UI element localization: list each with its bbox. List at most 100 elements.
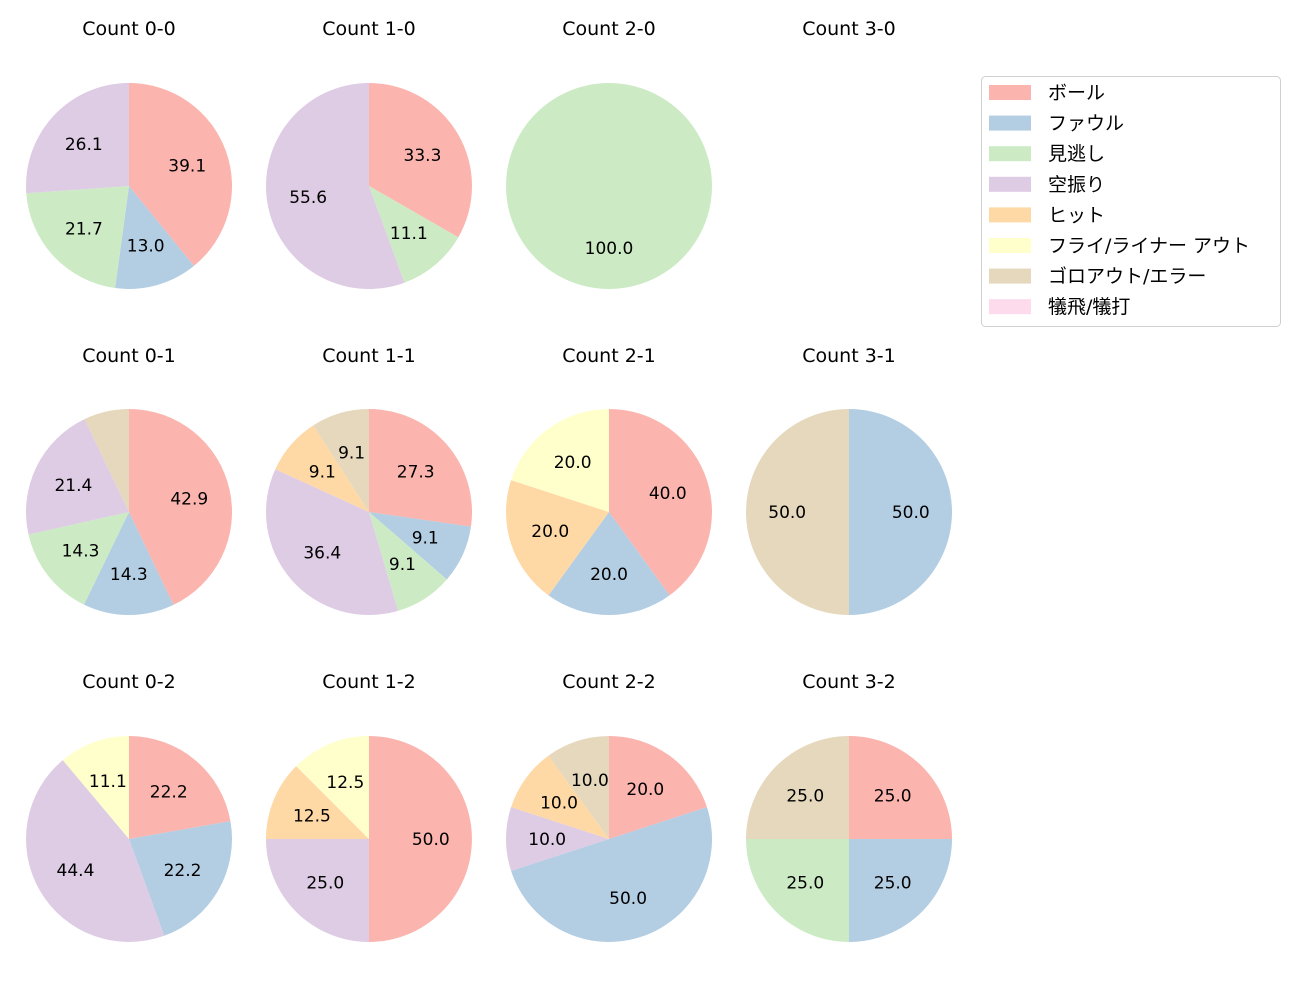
legend-swatch [989,238,1031,253]
slice-1 [83,512,174,615]
slice-1 [548,512,670,615]
slice-6 [548,736,609,839]
slice-3 [26,83,129,194]
slice-4 [266,766,369,839]
slice-label: 25.0 [874,874,912,894]
slice-4 [511,755,609,839]
slice-label: 55.6 [289,188,327,208]
pie-title: Count 1-1 [322,345,416,367]
legend-swatch [989,146,1031,162]
pie-title: Count 3-1 [802,345,896,367]
slice-6 [746,736,849,839]
slice-label: 100.0 [585,239,634,259]
slice-3 [265,469,399,615]
pie-count-0-0: Count 0-0 39.1 13.0 21.7 26.1 [26,18,233,289]
legend-swatch [989,115,1031,131]
legend-swatch [989,268,1031,284]
slice-0 [369,736,472,942]
slice-3 [26,760,165,942]
pie-title: Count 0-2 [82,671,176,693]
slice-label: 14.3 [62,541,100,561]
slice-label: 25.0 [306,874,344,894]
slice-label: 26.1 [65,135,103,155]
slice-1 [129,821,232,936]
slice-label: 10.0 [571,771,609,791]
slice-2 [28,512,129,605]
slice-label: 25.0 [786,874,824,894]
slice-label: 25.0 [874,786,912,806]
slice-1 [369,512,471,580]
slice-label: 50.0 [768,503,806,523]
slice-3 [266,839,369,942]
slice-label: 44.4 [57,861,95,881]
pie-count-0-2: Count 0-2 22.2 22.2 44.4 11.1 [26,671,232,942]
pie-title: Count 2-0 [562,18,656,40]
slice-1 [115,186,194,289]
slice-6 [313,409,369,512]
slice-0 [609,736,707,839]
slice-label: 12.5 [326,773,364,793]
slice-label: 12.5 [293,806,331,826]
slice-label: 20.0 [554,453,592,473]
legend-frame [981,76,1281,327]
slice-label: 50.0 [892,503,930,523]
slice-2 [369,512,447,611]
slice-1 [511,807,712,942]
slice-label: 20.0 [626,780,664,800]
slice-0 [129,409,232,605]
slice-label: 11.1 [89,772,127,792]
slice-5 [296,736,369,839]
pie-count-2-2: Count 2-2 20.0 50.0 10.0 10.0 10.0 [506,671,712,942]
pie-title: Count 3-0 [802,18,896,40]
legend-label: フライ/ライナー アウト [1048,235,1250,257]
slice-2 [26,186,129,289]
legend-label: ボール [1048,82,1105,104]
slice-0 [129,736,231,839]
slice-5 [511,409,609,512]
slice-2 [746,839,849,942]
slice-label: 39.1 [168,156,206,176]
slice-0 [369,83,472,238]
slice-label: 9.1 [309,463,336,483]
slice-3 [266,83,405,289]
pie-count-1-1: Count 1-127.39.19.136.49.19.1 [265,345,472,615]
pie-count-3-2: Count 3-2 25.0 25.0 25.0 25.0 [746,671,952,942]
slice-label: 21.4 [54,476,92,496]
slice-label: 11.1 [390,224,428,244]
slice-label: 33.3 [404,146,442,166]
legend-swatch [989,299,1031,315]
slice-label: 20.0 [590,565,628,585]
slice-0 [609,409,713,596]
pie-count-1-0: Count 1-0 33.3 11.1 55.6 [266,18,472,289]
pie-count-3-0: Count 3-0 [802,18,896,40]
slice-label: 22.2 [164,861,202,881]
slice-label: 42.9 [170,489,208,509]
slice-label: 9.1 [338,444,365,464]
slice-label: 14.3 [110,565,148,585]
slice-label: 50.0 [412,830,450,850]
legend-swatch [989,85,1031,100]
legend-swatch [989,176,1031,192]
slice-label: 50.0 [609,889,647,909]
slice-label: 9.1 [412,529,439,549]
pie-title: Count 0-0 [82,18,176,40]
slice-label: 10.0 [528,830,566,850]
slice-0 [129,83,233,266]
slice-label: 9.1 [389,555,416,575]
pie-title: Count 2-1 [562,345,656,367]
legend-label: ゴロアウト/エラー [1048,266,1206,288]
legend-label: ヒット [1048,204,1105,226]
pie-count-1-2: Count 1-2 50.0 25.0 12.5 12.5 [266,671,472,942]
slice-label: 13.0 [127,237,165,257]
slice-label: 40.0 [649,484,687,504]
slice-2 [369,186,459,283]
legend-label: 犠飛/犠打 [1048,296,1130,318]
pie-title: Count 1-0 [322,18,416,40]
slice-4 [275,425,369,512]
pie-count-2-0: Count 2-0 100.0 [506,18,712,289]
pie-title: Count 1-2 [322,671,416,693]
legend-swatch [989,207,1031,223]
slice-1 [849,409,952,615]
legend-label: 見逃し [1048,143,1105,165]
